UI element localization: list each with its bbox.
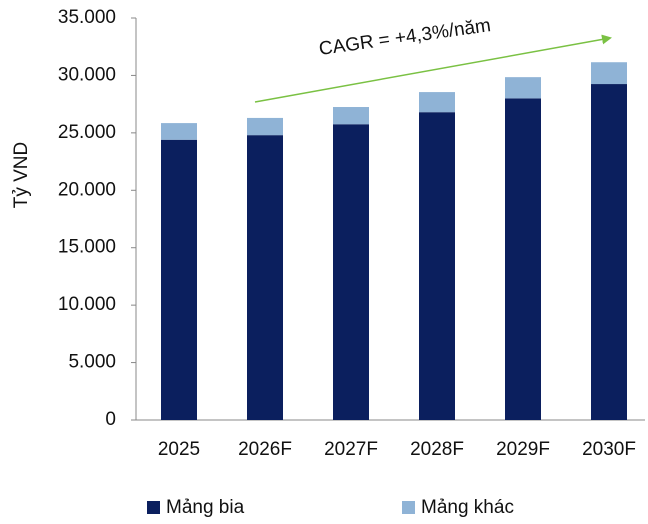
legend-swatch xyxy=(402,501,415,514)
annotation: CAGR = +4,3%/năm xyxy=(318,15,492,60)
bar xyxy=(419,92,455,113)
bar xyxy=(161,139,197,420)
x-tick-label: 2030F xyxy=(582,439,636,460)
bar xyxy=(505,77,541,99)
y-tick-label: 10.000 xyxy=(58,294,116,315)
y-tick-label: 30.000 xyxy=(58,64,116,85)
x-tick-label: 2026F xyxy=(238,439,292,460)
y-tick-label: 20.000 xyxy=(58,179,116,200)
legend-label: Mảng khác xyxy=(421,497,514,518)
y-tick-label: 35.000 xyxy=(58,7,116,28)
bar xyxy=(161,123,197,140)
x-tick-label: 2025 xyxy=(158,439,200,460)
x-tick-label: 2028F xyxy=(410,439,464,460)
bar xyxy=(333,124,369,420)
y-axis-label: Tỷ VND xyxy=(11,142,32,209)
legend-label: Mảng bia xyxy=(166,497,245,518)
cagr-arrow xyxy=(254,34,612,103)
bar xyxy=(333,107,369,125)
bar xyxy=(419,112,455,420)
legend-swatch xyxy=(147,501,160,514)
bar xyxy=(591,84,627,421)
bar xyxy=(247,117,283,136)
x-tick-label: 2029F xyxy=(496,439,550,460)
y-tick-label: 25.000 xyxy=(58,122,116,143)
y-tick-label: 0 xyxy=(105,409,116,430)
bar xyxy=(247,135,283,420)
bar xyxy=(505,98,541,421)
bar xyxy=(591,62,627,85)
y-tick-label: 5.000 xyxy=(68,352,116,373)
y-tick-label: 15.000 xyxy=(58,237,116,258)
x-tick-label: 2027F xyxy=(324,439,378,460)
